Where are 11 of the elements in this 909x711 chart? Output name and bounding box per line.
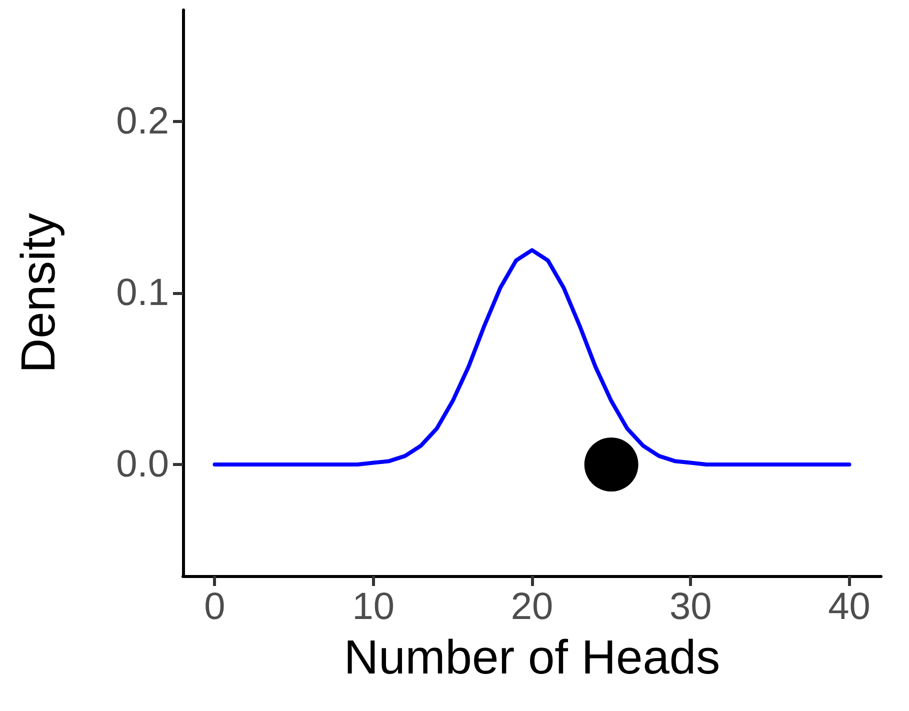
x-tick-label: 40 — [828, 586, 870, 628]
line-series — [212, 248, 852, 467]
y-axis-title: Density — [12, 212, 66, 374]
x-tick-label: 10 — [352, 586, 395, 628]
x-axis-title: Number of Heads — [344, 632, 720, 684]
x-tick-label: 20 — [510, 586, 554, 628]
x-tick-label: 0 — [204, 586, 226, 628]
y-tick-label: 0.2 — [116, 100, 169, 142]
y-tick-label: 0.0 — [116, 444, 169, 486]
x-tick-label: 30 — [669, 586, 712, 628]
y-tick-label: 0.1 — [116, 272, 169, 314]
